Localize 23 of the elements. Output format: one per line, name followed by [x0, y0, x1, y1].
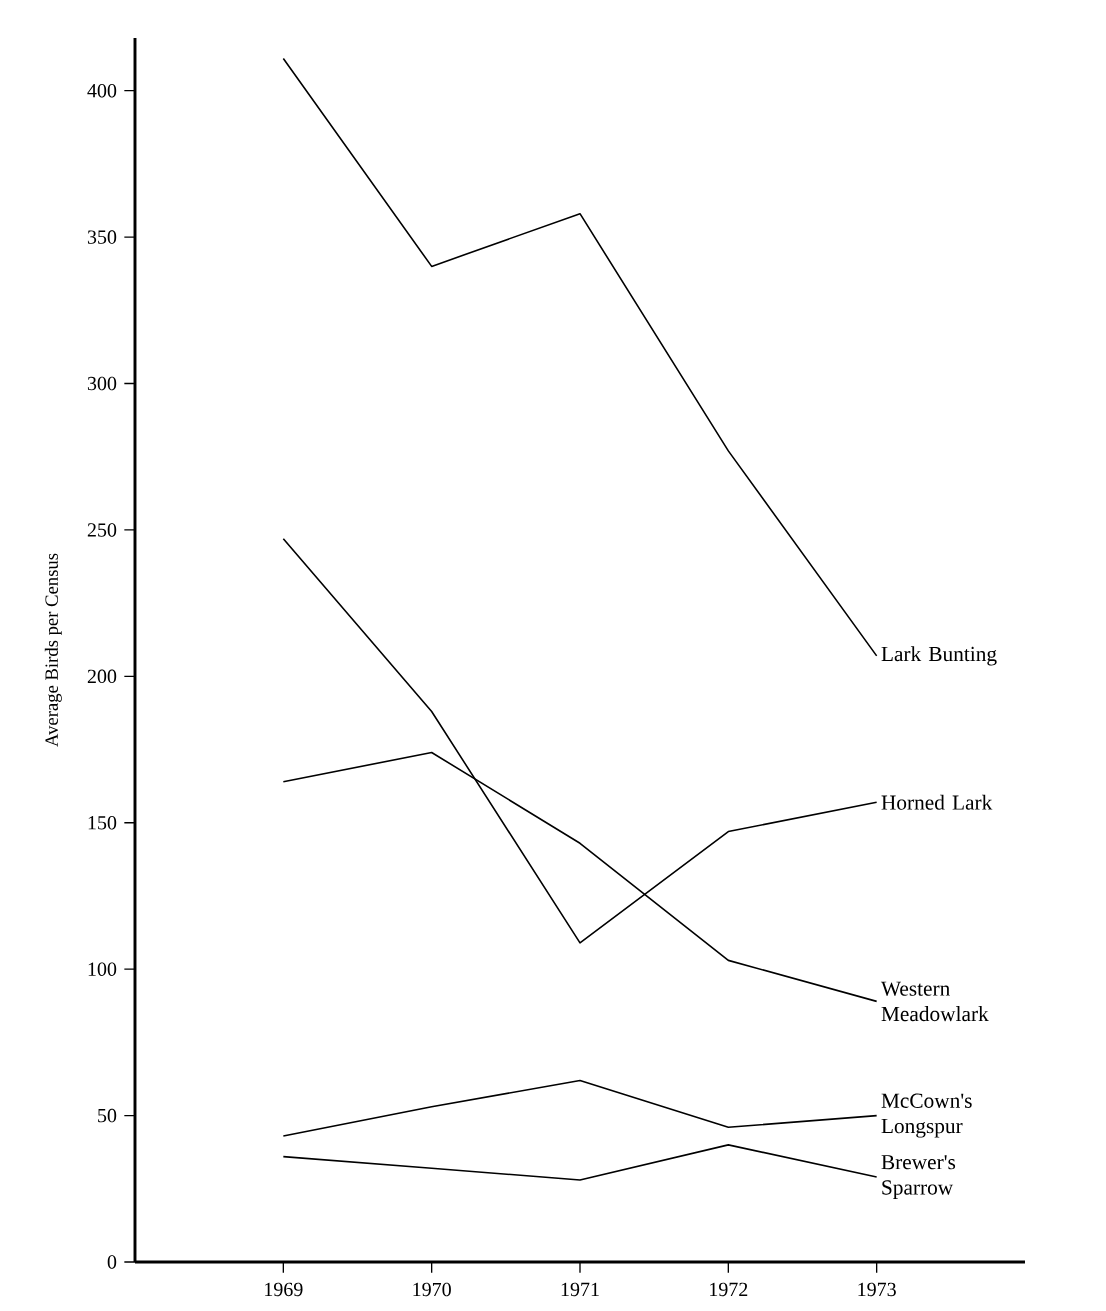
y-tick-label: 50: [98, 1108, 117, 1123]
y-tick-label: 400: [87, 83, 117, 98]
series-label: Lark Bunting: [881, 646, 997, 666]
x-tick-label: 1970: [413, 1282, 451, 1297]
y-tick-label: 150: [88, 816, 117, 830]
series-label: McCown's Longspur: [881, 1093, 972, 1138]
x-tick-label: 1969: [265, 1282, 303, 1297]
y-tick-label: 300: [87, 376, 117, 391]
y-axis-title: Average Birds per Census: [44, 553, 62, 747]
x-tick-label: 1971: [561, 1282, 599, 1297]
x-tick-label: 1972: [710, 1282, 748, 1297]
series-label: Brewer's Sparrow: [881, 1155, 956, 1199]
line-series: [282, 1079, 878, 1137]
y-tick-label: 200: [87, 669, 117, 684]
x-tick-label: 1973: [858, 1282, 896, 1297]
line-series: [282, 1144, 878, 1181]
series-label: Western Meadowlark: [880, 981, 989, 1022]
y-tick-label: 350: [87, 230, 117, 244]
y-tick-label: 0: [107, 1255, 117, 1269]
y-tick-label: 250: [87, 523, 117, 537]
series-label: Horned Lark: [881, 794, 993, 810]
line-series: [282, 57, 878, 657]
y-tick-label: 100: [88, 962, 117, 976]
